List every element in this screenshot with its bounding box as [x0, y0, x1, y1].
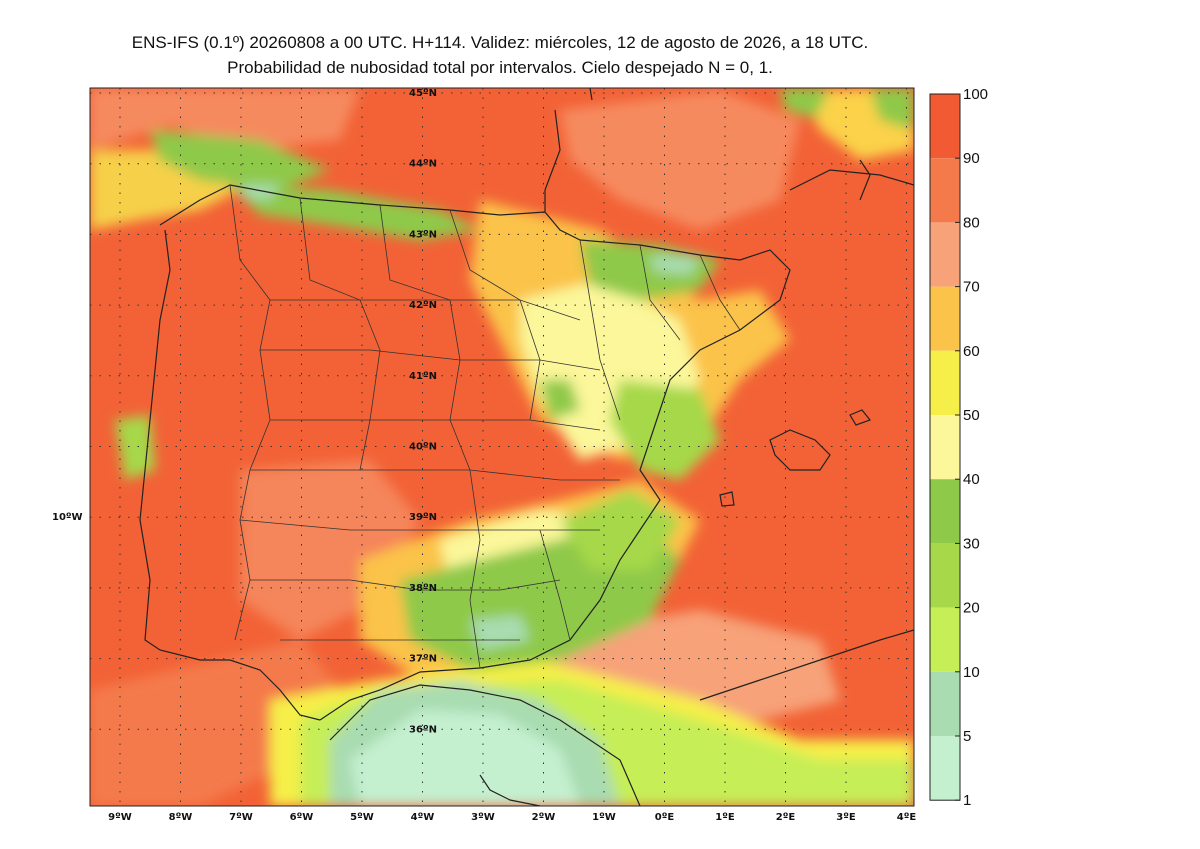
colorbar-swatch [930, 543, 960, 608]
colorbar-swatch [930, 607, 960, 672]
lon-label: 8ºW [169, 812, 193, 823]
side-lon-label: 10ºW [52, 512, 83, 523]
lat-label: 44ºN [409, 159, 437, 170]
lat-label: 41ºN [409, 371, 437, 382]
lat-label: 37ºN [409, 654, 437, 665]
lon-label: 9ºW [108, 812, 132, 823]
lon-label: 4ºW [411, 812, 435, 823]
colorbar-label: 60 [963, 343, 980, 360]
colorbar-label: 10 [963, 664, 980, 681]
colorbar-label: 1 [963, 792, 971, 809]
colorbar-label: 5 [963, 728, 971, 745]
coastlines [139, 88, 914, 806]
latitude-labels: 45ºN 44ºN 43ºN 42ºN 41ºN 40ºN 39ºN 38ºN 37ºN 36ºN [409, 88, 437, 735]
colorbar-swatch [930, 222, 960, 287]
colorbar-label: 20 [963, 600, 980, 617]
colorbar-swatch [930, 736, 960, 801]
title-line-1: ENS-IFS (0.1º) 20260808 a 00 UTC. H+114.… [131, 33, 869, 52]
lon-label: 6ºW [290, 812, 314, 823]
colorbar-swatch [930, 286, 960, 351]
colorbar-label: 100 [963, 86, 988, 103]
lat-label: 36ºN [409, 724, 437, 735]
colorbar-label: 30 [963, 535, 980, 552]
lon-label: 1ºW [592, 812, 616, 823]
colorbar-swatch [930, 415, 960, 480]
colorbar-label: 80 [963, 214, 980, 231]
lon-label: 0ºE [655, 812, 675, 823]
cloud-probability-field [90, 88, 914, 806]
colorbar-swatch [930, 94, 960, 159]
lat-label: 45ºN [409, 88, 437, 99]
lon-label: 4ºE [897, 812, 917, 823]
colorbar-frame [929, 93, 961, 801]
map-frame [89, 87, 915, 807]
lon-label: 2ºE [776, 812, 796, 823]
title-line-2: Probabilidad de nubosidad total por inte… [227, 58, 773, 77]
colorbar-swatch [930, 671, 960, 736]
colorbar-swatch [930, 479, 960, 544]
region-borders [229, 184, 741, 669]
colorbar-legend: 100 90 80 70 60 50 40 30 20 10 5 1 [929, 86, 988, 809]
lat-label: 39ºN [409, 512, 437, 523]
colorbar-label: 40 [963, 471, 980, 488]
longitude-labels: 9ºW 8ºW 7ºW 6ºW 5ºW 4ºW 3ºW 2ºW 1ºW 0ºE 1ºE 2ºE 3ºE 4… [108, 812, 916, 823]
lat-label: 40ºN [409, 442, 437, 453]
lat-label: 42ºN [409, 300, 437, 311]
chart-title: ENS-IFS (0.1º) 20260808 a 00 UTC. H+114.… [0, 30, 1000, 80]
colorbar-label: 50 [963, 407, 980, 424]
colorbar-label: 90 [963, 150, 980, 167]
lon-label: 7ºW [229, 812, 253, 823]
lon-label: 1ºE [715, 812, 735, 823]
lon-label: 2ºW [532, 812, 556, 823]
lat-label: 38ºN [409, 583, 437, 594]
lon-label: 3ºE [836, 812, 856, 823]
lat-label: 43ºN [409, 229, 437, 240]
lon-label: 5ºW [350, 812, 374, 823]
colorbar-label: 70 [963, 279, 980, 296]
lon-label: 3ºW [471, 812, 495, 823]
colorbar-swatch [930, 350, 960, 415]
colorbar-swatch [930, 158, 960, 223]
